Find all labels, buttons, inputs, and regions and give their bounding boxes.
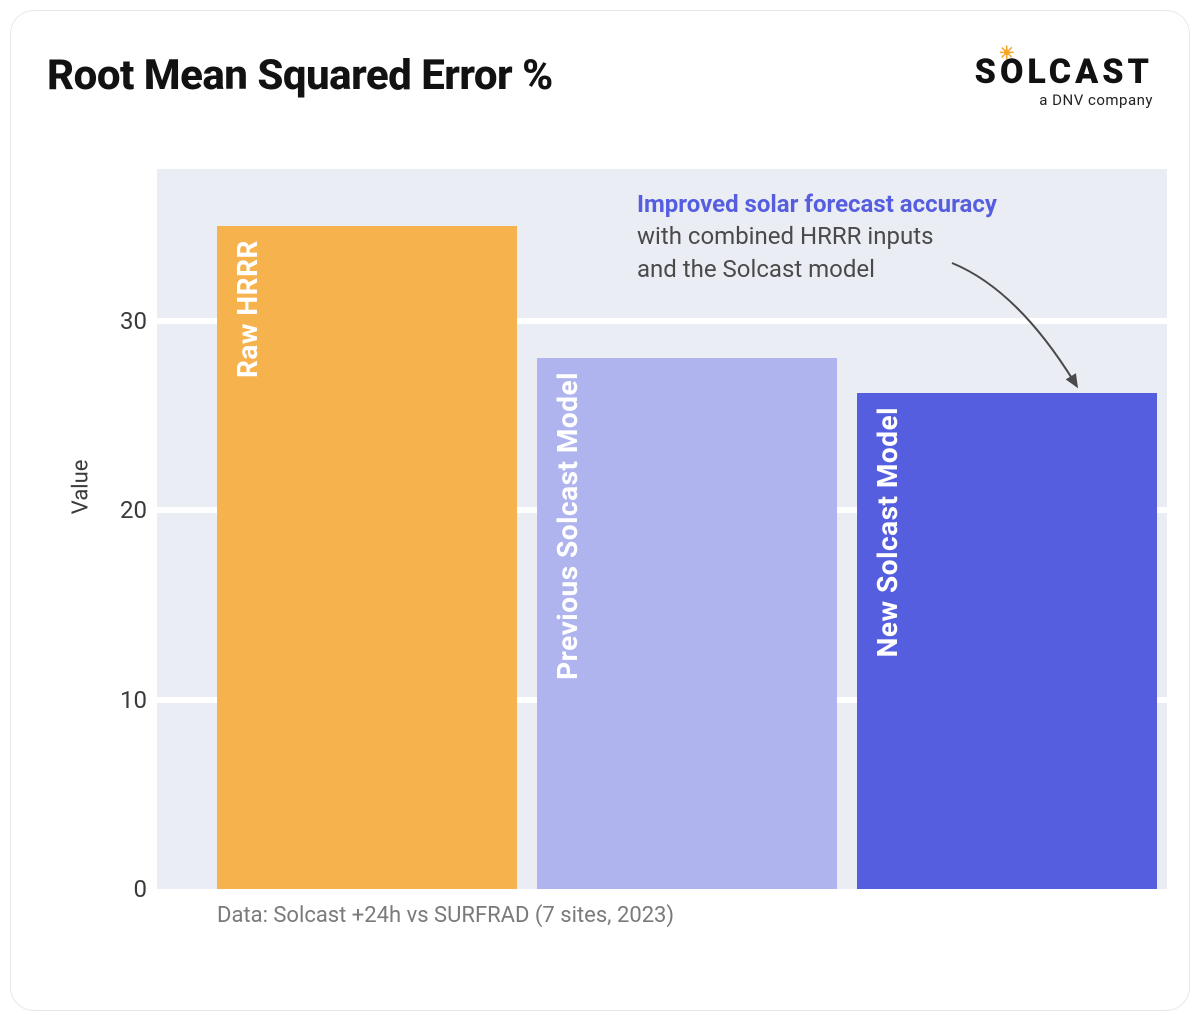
bar-label: Raw HRRR: [231, 240, 264, 378]
bar-label: New Solcast Model: [871, 407, 904, 657]
chart-title: Root Mean Squared Error %: [47, 51, 553, 100]
bar: Previous Solcast Model: [537, 358, 837, 889]
header: Root Mean Squared Error % ☀ SOLCAST a DN…: [47, 51, 1153, 109]
annotation-line-2: and the Solcast model: [637, 255, 875, 283]
bar: Raw HRRR: [217, 226, 517, 889]
bar-label: Previous Solcast Model: [551, 372, 584, 680]
y-tick-label: 20: [107, 496, 147, 524]
bar: New Solcast Model: [857, 393, 1157, 889]
annotation-emphasis: Improved solar forecast accuracy: [637, 190, 997, 218]
chart-area: 0102030 Value Raw HRRRPrevious Solcast M…: [117, 169, 1167, 929]
y-tick-label: 10: [107, 686, 147, 714]
annotation-line-1: with combined HRRR inputs: [637, 222, 933, 250]
y-axis-label: Value: [69, 460, 94, 515]
logo-text: ☀ SOLCAST: [975, 55, 1153, 89]
y-tick-label: 0: [107, 875, 147, 903]
sun-icon: ☀: [999, 45, 1019, 63]
data-caption: Data: Solcast +24h vs SURFRAD (7 sites, …: [217, 903, 674, 928]
brand-logo: ☀ SOLCAST a DNV company: [975, 51, 1153, 109]
chart-card: Root Mean Squared Error % ☀ SOLCAST a DN…: [10, 10, 1190, 1011]
annotation-arrow: [947, 258, 1067, 388]
annotation-text: Improved solar forecast accuracy with co…: [637, 188, 997, 285]
y-tick-label: 30: [107, 307, 147, 335]
logo-subtext: a DNV company: [975, 91, 1153, 109]
